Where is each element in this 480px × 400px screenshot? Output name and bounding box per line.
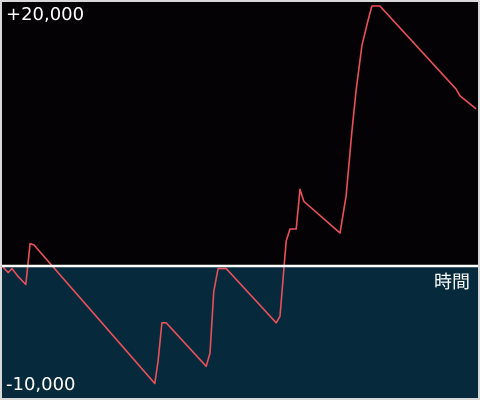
data-line xyxy=(1,5,477,385)
positive-area xyxy=(2,2,478,266)
x-axis-label: 時間 xyxy=(434,272,470,293)
plot: +20,000 -10,000 xyxy=(1,4,478,395)
negative-area xyxy=(2,266,478,398)
y-tick-label: +20,000 xyxy=(6,4,84,25)
y-tick-label: -10,000 xyxy=(6,374,75,395)
